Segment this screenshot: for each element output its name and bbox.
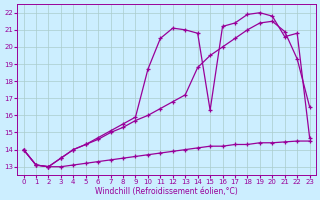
X-axis label: Windchill (Refroidissement éolien,°C): Windchill (Refroidissement éolien,°C) <box>95 187 238 196</box>
